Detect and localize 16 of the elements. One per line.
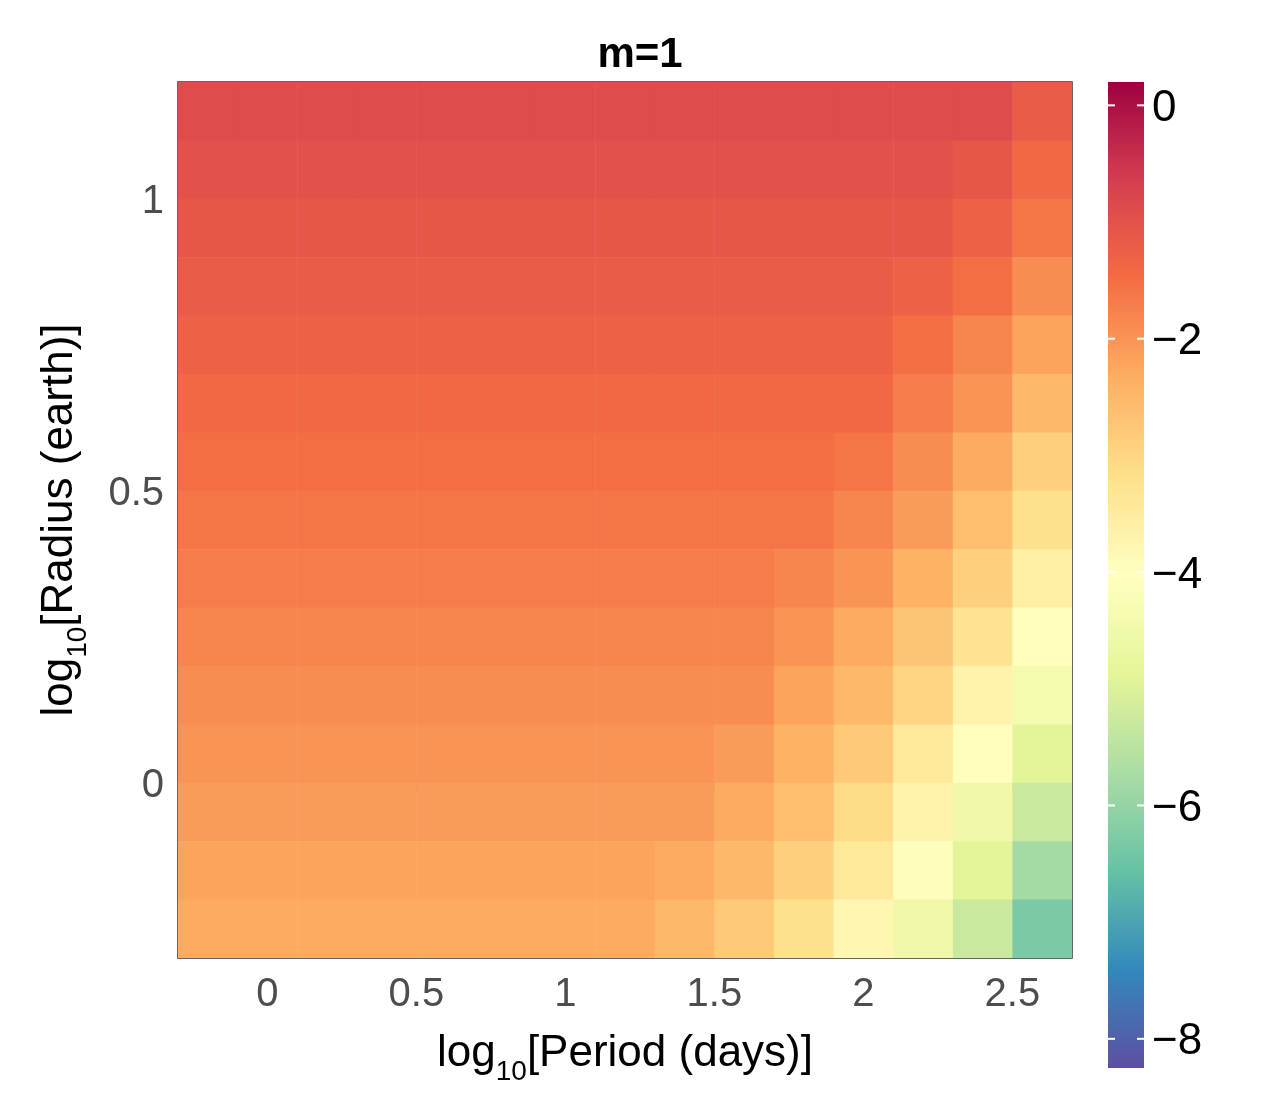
x-tick-label: 2	[852, 970, 875, 1014]
color-bar-label: 0	[1152, 80, 1177, 130]
y-axis-title: log10[Radius (earth)]	[31, 323, 92, 717]
x-tick-label: 2.5	[984, 970, 1041, 1014]
y-tick-label: 1	[141, 176, 164, 221]
color-bar-label: −8	[1152, 1014, 1203, 1064]
x-tick-label: 0	[256, 970, 279, 1014]
color-bar-label: −4	[1152, 547, 1203, 597]
x-tick-label: 1	[554, 970, 577, 1014]
y-tick-label: 0	[141, 760, 164, 805]
color-bar-label: −6	[1152, 780, 1203, 830]
chart-title: m=1	[597, 28, 683, 76]
color-bar-label: −2	[1152, 314, 1203, 364]
x-tick-label: 0.5	[388, 970, 445, 1014]
y-tick-label: 0.5	[108, 468, 164, 513]
x-tick-label: 1.5	[686, 970, 743, 1014]
